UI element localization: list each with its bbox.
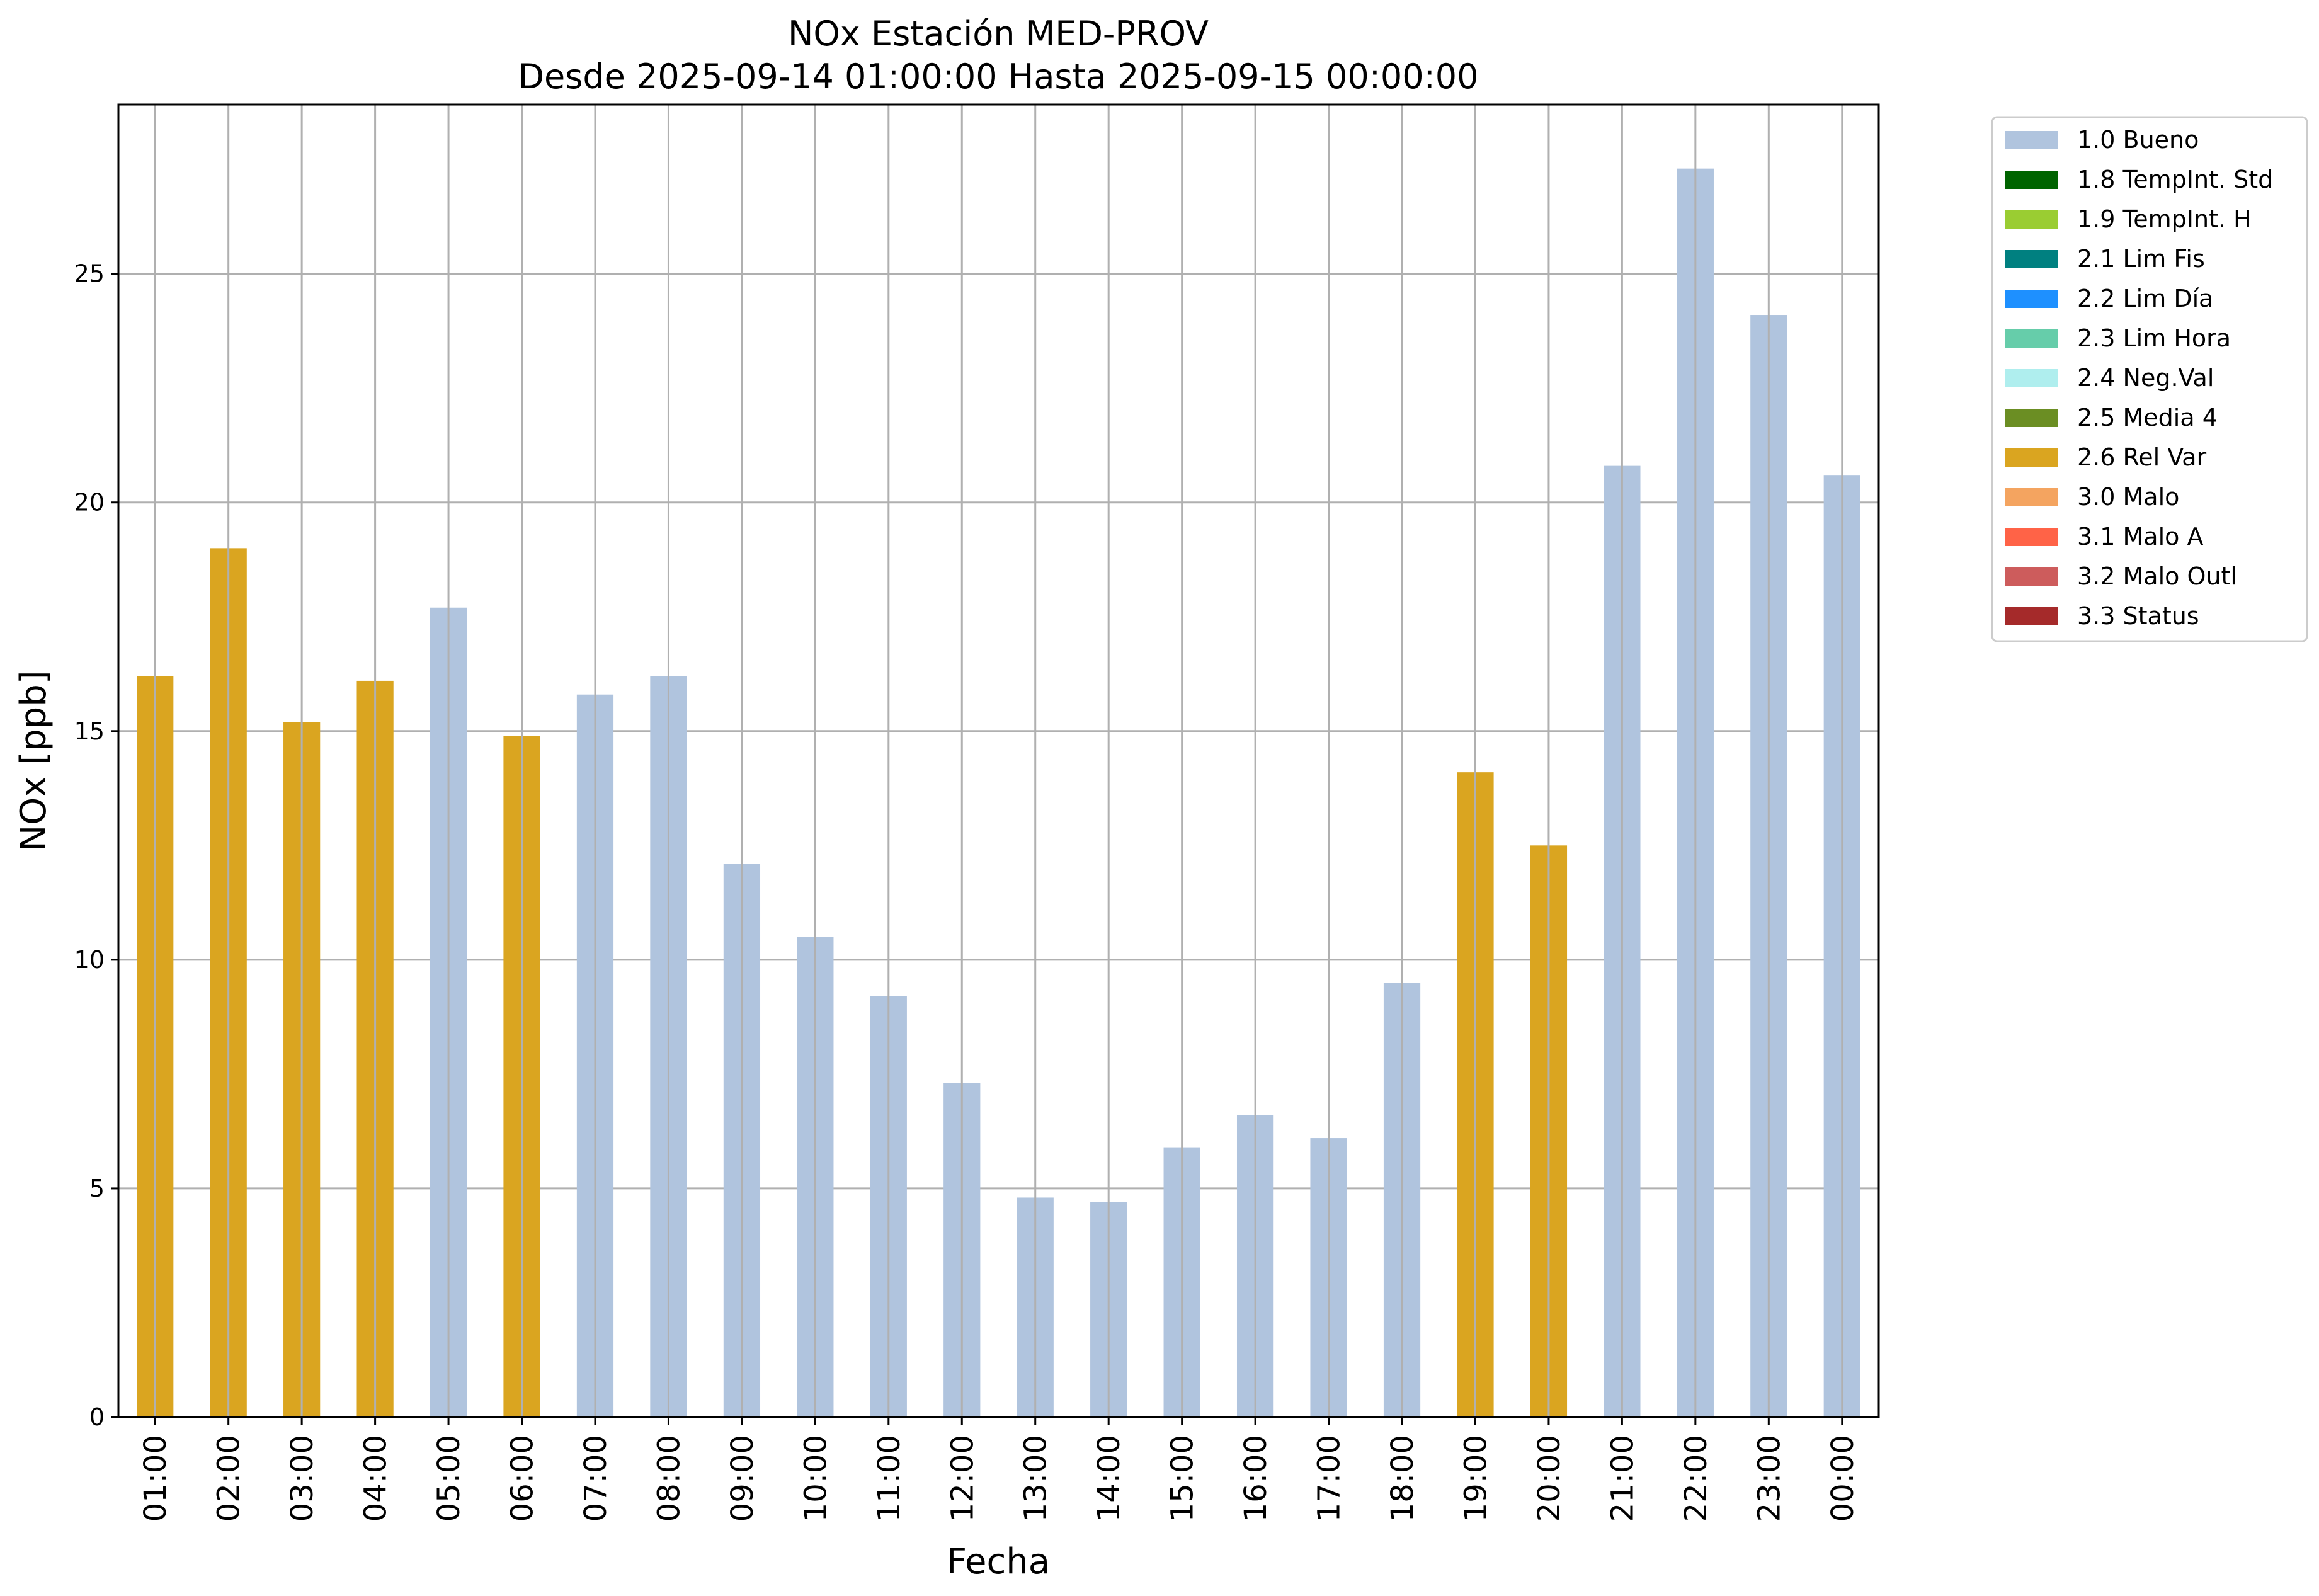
legend-label: 3.3 Status bbox=[2077, 602, 2199, 630]
legend-swatch bbox=[2005, 448, 2058, 467]
chart-title: NOx Estación MED-PROV bbox=[788, 14, 1209, 54]
legend-swatch bbox=[2005, 290, 2058, 308]
legend-label: 1.0 Bueno bbox=[2077, 126, 2199, 154]
x-tick-label: 07:00 bbox=[578, 1435, 613, 1522]
y-tick-label: 20 bbox=[74, 489, 105, 516]
x-tick-label: 12:00 bbox=[945, 1435, 980, 1522]
legend-label: 3.1 Malo A bbox=[2077, 523, 2203, 550]
x-tick-label: 03:00 bbox=[285, 1435, 320, 1522]
legend-swatch bbox=[2005, 329, 2058, 348]
x-tick-label: 11:00 bbox=[872, 1435, 907, 1522]
plot-area-frame bbox=[117, 103, 1880, 1418]
x-tick-label: 18:00 bbox=[1385, 1435, 1420, 1522]
legend-items: 1.0 Bueno 1.8 TempInt. Std 1.9 TempInt. H 2… bbox=[2005, 126, 2273, 630]
legend-label: 2.4 Neg.Val bbox=[2077, 364, 2214, 392]
x-tick-label: 14:00 bbox=[1091, 1435, 1127, 1522]
x-axis-ticks: 01:00 02:00 03:00 04:00 05:00 06:00 07:00 08:00… bbox=[138, 1417, 1860, 1522]
y-axis-ticks: 0 5 10 15 20 25 bbox=[74, 260, 118, 1431]
x-tick-label: 09:00 bbox=[725, 1435, 760, 1522]
x-tick-label: 06:00 bbox=[505, 1435, 540, 1522]
legend-label: 2.3 Lim Hora bbox=[2077, 324, 2231, 352]
legend-label: 2.1 Lim Fis bbox=[2077, 245, 2205, 273]
legend-label: 3.2 Malo Outl bbox=[2077, 562, 2237, 590]
x-tick-label: 23:00 bbox=[1752, 1435, 1787, 1522]
y-tick-label: 0 bbox=[89, 1403, 105, 1431]
legend-swatch bbox=[2005, 171, 2058, 189]
x-tick-label: 19:00 bbox=[1458, 1435, 1493, 1522]
legend: 1.0 Bueno 1.8 TempInt. Std 1.9 TempInt. H 2… bbox=[1991, 116, 2308, 642]
legend-label: 3.0 Malo bbox=[2077, 483, 2179, 511]
x-tick-label: 16:00 bbox=[1238, 1435, 1273, 1522]
x-tick-label: 01:00 bbox=[138, 1435, 173, 1522]
legend-label: 2.6 Rel Var bbox=[2077, 443, 2207, 471]
legend-label: 1.9 TempInt. H bbox=[2077, 205, 2252, 233]
legend-label: 2.2 Lim Día bbox=[2077, 285, 2213, 312]
legend-swatch bbox=[2005, 567, 2058, 586]
legend-swatch bbox=[2005, 131, 2058, 149]
x-tick-label: 13:00 bbox=[1018, 1435, 1054, 1522]
vertical-grid-lines bbox=[154, 105, 1843, 1417]
y-tick-label: 5 bbox=[89, 1175, 105, 1202]
legend-swatch bbox=[2005, 488, 2058, 506]
bars bbox=[137, 168, 1860, 1418]
legend-swatch bbox=[2005, 528, 2058, 546]
legend-swatch bbox=[2005, 210, 2058, 229]
y-tick-label: 15 bbox=[74, 717, 105, 745]
x-axis-label: Fecha bbox=[947, 1541, 1050, 1582]
x-tick-label: 05:00 bbox=[431, 1435, 467, 1522]
x-tick-label: 20:00 bbox=[1532, 1435, 1567, 1522]
x-tick-label: 17:00 bbox=[1312, 1435, 1347, 1522]
x-tick-label: 15:00 bbox=[1165, 1435, 1200, 1522]
legend-swatch bbox=[2005, 409, 2058, 427]
x-tick-label: 04:00 bbox=[358, 1435, 394, 1522]
x-tick-label: 08:00 bbox=[651, 1435, 687, 1522]
x-tick-label: 02:00 bbox=[212, 1435, 247, 1522]
legend-swatch bbox=[2005, 369, 2058, 387]
y-tick-label: 10 bbox=[74, 946, 105, 974]
legend-label: 2.5 Media 4 bbox=[2077, 404, 2218, 431]
legend-label: 1.8 TempInt. Std bbox=[2077, 166, 2273, 193]
x-tick-label: 22:00 bbox=[1678, 1435, 1714, 1522]
chart-subtitle: Desde 2025-09-14 01:00:00 Hasta 2025-09-… bbox=[518, 57, 1478, 96]
legend-swatch bbox=[2005, 607, 2058, 625]
x-tick-label: 00:00 bbox=[1825, 1435, 1860, 1522]
legend-swatch bbox=[2005, 250, 2058, 268]
x-tick-label: 10:00 bbox=[798, 1435, 833, 1522]
x-tick-label: 21:00 bbox=[1605, 1435, 1640, 1522]
y-axis-label: NOx [ppb] bbox=[13, 670, 54, 851]
y-tick-label: 25 bbox=[74, 260, 105, 288]
legend-box bbox=[1991, 116, 2308, 642]
